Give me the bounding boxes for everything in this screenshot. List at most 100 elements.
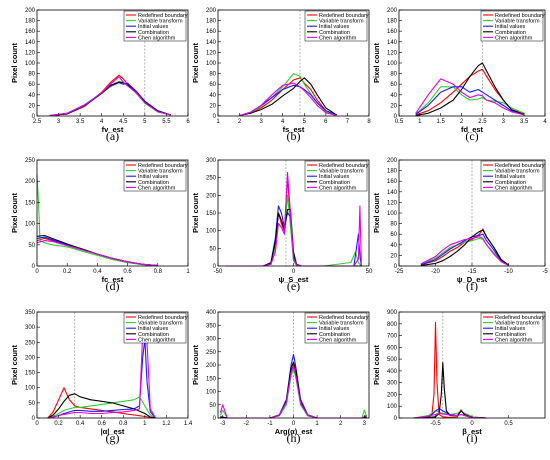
y-tick-label: 20: [209, 103, 216, 109]
y-axis-label: Pixel count: [372, 344, 381, 385]
x-tick-label: 5.5: [162, 119, 171, 125]
y-tick-label: 300: [206, 158, 217, 164]
x-tick-label: 1.4: [184, 421, 193, 427]
legend-label: Variable transform: [138, 321, 183, 327]
legend-label: Variable transform: [319, 19, 364, 25]
y-tick-label: 200: [387, 392, 398, 398]
y-tick-label: 140: [387, 190, 398, 196]
series-line-2: [413, 410, 487, 419]
y-tick-label: 200: [206, 193, 217, 199]
panel-label: (g): [106, 431, 120, 445]
x-tick-label: 2.5: [33, 119, 42, 125]
panel-label: (i): [466, 431, 477, 445]
legend-label: Initial values: [138, 326, 169, 332]
x-tick-label: 7: [346, 119, 350, 125]
x-tick-label: 4.5: [119, 119, 128, 125]
y-tick-label: 0: [32, 114, 36, 120]
legend-label: Combination: [319, 332, 350, 338]
y-tick-label: 180: [387, 19, 398, 25]
x-tick-label: 1.5: [437, 119, 446, 125]
series-line-2: [47, 396, 156, 419]
y-axis-label: Pixel count: [10, 192, 19, 233]
x-tick-label: 0: [35, 421, 39, 427]
y-tick-label: 200: [206, 8, 217, 14]
x-tick-label: 0.6: [98, 421, 107, 427]
y-tick-label: 100: [206, 61, 217, 67]
y-axis-label: Pixel count: [191, 344, 200, 385]
panel-label: (h): [287, 431, 301, 445]
y-tick-label: 160: [25, 29, 36, 35]
legend-label: Variable transform: [495, 19, 540, 25]
axes-box: [36, 311, 189, 419]
y-tick-label: 350: [25, 310, 36, 316]
legend-label: Initial values: [138, 174, 169, 180]
x-tick-label: 0.8: [154, 269, 163, 275]
x-axis-label: fd_est: [461, 125, 484, 134]
x-tick-label: 0.8: [119, 421, 128, 427]
y-tick-label: 350: [206, 323, 217, 329]
series-line-5: [49, 76, 171, 117]
y-tick-label: 200: [25, 355, 36, 361]
y-tick-label: 40: [390, 93, 397, 99]
legend-label: Combination: [495, 332, 526, 338]
legend-label: Combination: [319, 180, 350, 186]
x-axis-label: fs_est: [283, 125, 305, 134]
legend-label: Redefined boundary: [319, 163, 369, 169]
y-axis-label: Pixel count: [191, 192, 200, 233]
x-axis-label: Arg(α)_est: [275, 427, 313, 436]
panel-label: (f): [466, 279, 478, 293]
legend-label: Chen algorithm: [138, 185, 176, 191]
y-tick-label: 120: [387, 200, 398, 206]
x-axis-label: ψ_D_est: [457, 275, 488, 284]
x-tick-label: 0: [292, 421, 296, 427]
y-tick-label: 150: [206, 211, 217, 217]
y-tick-label: 300: [25, 325, 36, 331]
y-tick-label: 250: [25, 340, 36, 346]
y-tick-label: 80: [390, 72, 397, 78]
x-tick-label: 0.2: [63, 269, 72, 275]
series-line-2: [415, 86, 525, 115]
x-tick-label: 4: [543, 119, 547, 125]
y-tick-label: 200: [25, 179, 36, 185]
x-tick-label: -15: [468, 269, 477, 275]
x-tick-label: 0.4: [76, 421, 85, 427]
y-tick-label: 50: [209, 246, 216, 252]
y-tick-label: 180: [206, 19, 217, 25]
legend-label: Chen algorithm: [495, 35, 533, 41]
y-tick-label: 20: [390, 253, 397, 259]
chart-panel-6: -25 -20 -15 -10 -5 0 20 40 60 80 100 120 140 160 180 20…: [372, 158, 548, 293]
y-tick-label: 200: [387, 158, 398, 164]
legend-label: Chen algorithm: [319, 185, 357, 191]
series-line-1: [47, 387, 156, 419]
chart-panel-3: 0.5 1 1.5 2 2.5 3 3.5 4020406080100120140160180…: [372, 8, 547, 143]
y-tick-label: 300: [387, 381, 398, 387]
y-tick-label: 100: [206, 390, 217, 396]
series-line-3: [49, 82, 171, 117]
y-axis-label: Pixel count: [10, 42, 19, 83]
y-tick-label: 180: [387, 169, 398, 175]
y-tick-label: 50: [209, 403, 216, 409]
y-tick-label: 150: [25, 371, 36, 377]
legend-label: Variable transform: [319, 169, 364, 175]
x-tick-label: 3: [57, 119, 61, 125]
series-line-5: [36, 240, 158, 267]
x-tick-label: 2: [460, 119, 464, 125]
x-tick-label: -20: [431, 269, 440, 275]
legend-label: Redefined boundary: [495, 13, 545, 19]
series-line-2: [420, 237, 509, 266]
y-tick-label: 100: [387, 404, 398, 410]
y-tick-label: 180: [25, 19, 36, 25]
y-tick-label: 50: [28, 243, 35, 249]
series-line-1: [49, 74, 171, 117]
chart-panel-8: -3 -2 -1 0 1 2 3 0 50 100 150 200 250 300 350 400 Arg(α)…: [191, 310, 370, 445]
panel-label: (a): [106, 129, 119, 143]
legend-label: Initial values: [138, 24, 169, 30]
legend-label: Redefined boundary: [495, 163, 545, 169]
y-tick-label: 140: [25, 40, 36, 46]
y-tick-label: 20: [390, 103, 397, 109]
y-axis-label: Pixel count: [10, 344, 19, 385]
